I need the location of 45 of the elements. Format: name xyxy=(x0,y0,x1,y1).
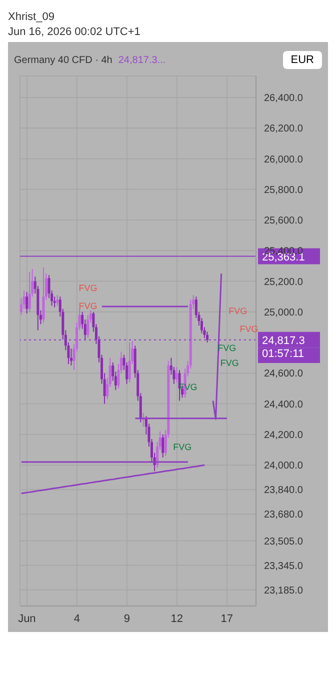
y-tick-label: 25,200.0 xyxy=(264,276,304,288)
annotation: FVG xyxy=(78,301,98,312)
x-tick-label: 9 xyxy=(124,612,130,625)
candlestick xyxy=(206,331,209,344)
y-tick-label: 26,200.0 xyxy=(264,124,304,135)
candlestick xyxy=(28,272,31,312)
annotation: FVG xyxy=(220,358,239,369)
text: Jun 16, 2026 00:02 UTC+1 xyxy=(8,26,140,38)
x-tick-label: 12 xyxy=(170,612,183,625)
y-tick-label: 25,000.0 xyxy=(264,307,304,318)
text: Xhrist_09 xyxy=(8,11,54,23)
y-tick-label: 24,400.0 xyxy=(264,399,304,410)
y-tick-label: 25,600.0 xyxy=(264,216,304,227)
annotation: FVG xyxy=(173,442,192,454)
annotation: FVG xyxy=(78,282,98,294)
chart-subtitle: 24,817.3... xyxy=(118,54,166,66)
y-tick-label: 23,680.0 xyxy=(264,510,304,521)
line-series xyxy=(20,464,206,494)
candlestick xyxy=(175,366,178,383)
text: 01:57:11 xyxy=(258,348,320,363)
candlestick xyxy=(142,412,145,428)
candlestick xyxy=(56,294,59,306)
y-tick-label: 24,600.0 xyxy=(264,368,304,380)
candlestick xyxy=(86,314,90,338)
ref-line-label: 24,817.3 xyxy=(262,334,305,347)
y-tick-label: 23,505.0 xyxy=(264,536,304,548)
y-tick-label: 24,200.0 xyxy=(264,430,304,441)
x-tick-label: 4 xyxy=(74,612,80,625)
candlestick xyxy=(42,266,45,324)
annotation: FVG xyxy=(240,324,258,336)
y-tick-label: 24,000.0 xyxy=(264,460,304,472)
y-tick-label: 26,400.0 xyxy=(264,92,304,104)
x-tick-label: Jun xyxy=(18,612,36,625)
y-tick-label: 23,185.0 xyxy=(264,585,304,596)
y-tick-label: 23,840.0 xyxy=(264,485,304,496)
chart-title: Germany 40 CFD · 4h xyxy=(14,54,112,66)
x-tick-label: 17 xyxy=(220,612,233,625)
candlestick xyxy=(26,291,28,314)
candlestick xyxy=(162,434,164,458)
text: EUR xyxy=(282,51,322,69)
annotation: FVG xyxy=(228,306,248,317)
candlestick xyxy=(128,342,131,383)
y-tick-label: 25,800.0 xyxy=(264,184,304,196)
y-tick-label: 26,000.0 xyxy=(264,154,304,166)
y-tick-label: 23,345.0 xyxy=(264,560,304,572)
